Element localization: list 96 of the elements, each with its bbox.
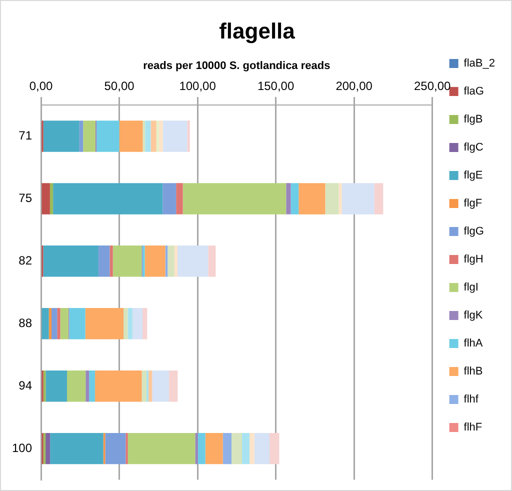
x-tick-label: 200,00 [336, 79, 373, 94]
bar [142, 246, 145, 277]
bar [57, 308, 60, 340]
bar [43, 432, 46, 464]
legend-label: flgF [464, 198, 482, 210]
bar [168, 246, 174, 277]
x-tick-label: 50,00 [104, 79, 135, 94]
legend-label: flhB [464, 366, 483, 378]
legend-label: flgH [464, 254, 484, 266]
y-tick-label: 71 [18, 128, 32, 143]
bar [205, 432, 223, 464]
legend-label: flhA [464, 338, 484, 350]
bar [128, 308, 132, 340]
bar [89, 370, 96, 402]
bar [145, 120, 151, 152]
bar [83, 120, 96, 152]
bar [144, 246, 166, 277]
bar [42, 308, 49, 340]
chart-title: flagella [219, 18, 296, 44]
bar [67, 370, 86, 402]
x-tick-label: 150,00 [257, 79, 294, 94]
bar [43, 246, 98, 277]
bar [50, 183, 54, 214]
legend-label: flgC [464, 142, 484, 154]
bar [159, 120, 163, 152]
bar [198, 432, 206, 464]
x-axis-title: reads per 10000 S. gotlandica reads [143, 60, 330, 72]
bar [178, 246, 208, 277]
bar [43, 120, 80, 152]
bar [286, 183, 291, 214]
bar [124, 308, 128, 340]
bar [338, 183, 342, 214]
bar [150, 120, 156, 152]
bar [342, 183, 374, 214]
y-tick-label: 75 [18, 191, 32, 206]
bar [148, 370, 152, 402]
bar [242, 432, 250, 464]
x-tick-label: 250,00 [414, 79, 451, 94]
bar [128, 432, 196, 464]
bar [132, 308, 143, 340]
bar [79, 120, 84, 152]
legend-label: flgB [464, 114, 483, 126]
bar [119, 120, 143, 152]
bar [46, 432, 50, 464]
bar [195, 432, 198, 464]
legend-label: flgI [464, 282, 478, 294]
y-tick-label: 88 [18, 316, 32, 330]
bar [96, 120, 120, 152]
bar [152, 370, 170, 402]
legend-label: flhf [464, 394, 480, 406]
bar [86, 370, 90, 402]
bar [142, 308, 148, 340]
legend-label: flgG [464, 226, 484, 238]
x-tick-label: 0,00 [29, 79, 54, 94]
bar [50, 432, 104, 464]
x-tick-label: 100,00 [179, 79, 216, 94]
bar [52, 308, 58, 340]
bar [270, 432, 280, 464]
bar [42, 183, 50, 214]
bar [232, 432, 242, 464]
bar [325, 183, 339, 214]
bar [176, 183, 183, 214]
legend-label: flaB_2 [464, 58, 496, 70]
bar [110, 246, 113, 277]
bar [112, 246, 142, 277]
bar [174, 246, 178, 277]
y-tick-label: 82 [18, 253, 32, 268]
bar [142, 370, 147, 402]
bar [162, 183, 176, 214]
legend-label: flaG [464, 86, 484, 98]
bar [187, 120, 190, 152]
y-tick-label: 94 [18, 378, 32, 392]
bar [250, 432, 254, 464]
bar [222, 432, 232, 464]
bar [208, 246, 216, 277]
bar [169, 370, 178, 402]
bar [95, 370, 142, 402]
bar [69, 308, 86, 340]
bar [53, 183, 163, 214]
bar [98, 246, 110, 277]
y-tick-label: 100 [12, 440, 32, 455]
bar [105, 432, 126, 464]
bar [46, 370, 68, 402]
bar [60, 308, 68, 340]
bar [298, 183, 326, 214]
bar [374, 183, 384, 214]
bar [290, 183, 299, 214]
legend-label: flgK [464, 310, 484, 322]
bar [254, 432, 270, 464]
bar [85, 308, 124, 340]
bar [182, 183, 286, 214]
bar [162, 120, 188, 152]
bar [156, 120, 160, 152]
legend-label: flgE [464, 170, 483, 182]
bar [48, 308, 52, 340]
legend-label: flhF [464, 422, 482, 434]
